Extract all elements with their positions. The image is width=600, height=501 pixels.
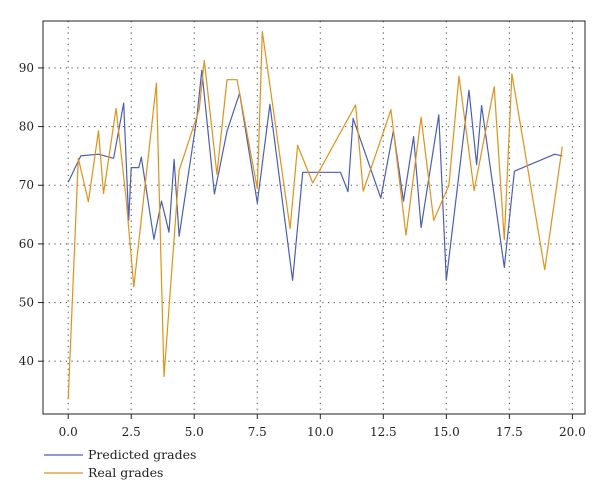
- x-tick-label: 20.0: [559, 425, 586, 439]
- y-tick-label: 80: [19, 120, 34, 134]
- plot-frame: [42, 20, 586, 415]
- x-tick-label: 0.0: [59, 425, 78, 439]
- x-tick-label: 10.0: [307, 425, 334, 439]
- series-lines: [67, 31, 563, 400]
- x-tick-label: 17.5: [496, 425, 523, 439]
- y-tick-label: 60: [19, 237, 34, 251]
- x-tick-label: 15.0: [433, 425, 460, 439]
- x-axis: 0.0 2.5 5.0 7.5 10.0 12.5 15.0 17.5 20.0: [59, 414, 586, 439]
- legend-label: Real grades: [88, 465, 163, 480]
- y-tick-label: 70: [19, 178, 34, 192]
- y-tick-label: 50: [19, 296, 34, 310]
- x-tick-label: 12.5: [370, 425, 397, 439]
- y-tick-label: 40: [19, 354, 34, 368]
- legend: Predicted grades Real grades: [44, 447, 196, 480]
- x-tick-label: 7.5: [248, 425, 267, 439]
- series-line-1: [67, 69, 563, 281]
- x-tick-label: 2.5: [122, 425, 141, 439]
- y-tick-label: 90: [19, 61, 34, 75]
- grid-lines: [43, 21, 585, 414]
- x-tick-label: 5.0: [185, 425, 204, 439]
- legend-label: Predicted grades: [88, 447, 196, 462]
- series-line-2: [67, 31, 563, 400]
- y-axis: 40 50 60 70 80 90: [19, 61, 43, 368]
